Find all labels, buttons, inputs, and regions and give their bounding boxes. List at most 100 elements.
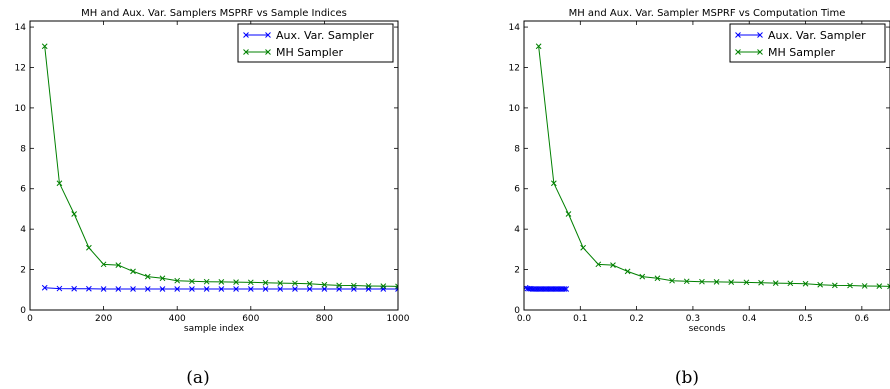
plot-area (41, 43, 398, 292)
data-point-marker (71, 285, 78, 292)
chart-panel-2: MH and Aux. Var. Sampler MSPRF vs Comput… (509, 8, 890, 388)
legend-label: MH Sampler (276, 46, 344, 59)
data-point-marker (56, 180, 63, 187)
legend: Aux. Var. Sampler MH Sampler (237, 23, 394, 63)
data-point-marker (565, 211, 572, 217)
data-point-marker (262, 279, 269, 286)
data-point-marker (218, 279, 225, 285)
y-tick-label: 6 (20, 185, 26, 195)
data-point-marker (130, 286, 136, 292)
subfigure-caption: (a) (186, 368, 209, 388)
data-point-marker (247, 286, 254, 292)
data-point-marker (380, 283, 387, 290)
data-point-marker (610, 262, 616, 268)
x-tick-label: 200 (95, 314, 112, 324)
chart-panel-1: MH and Aux. Var. Samplers MSPRF vs Sampl… (15, 8, 410, 388)
data-point-marker (350, 282, 357, 289)
legend-marker (243, 32, 249, 38)
data-point-marker (189, 278, 195, 285)
data-point-marker (218, 286, 225, 292)
data-point-marker (174, 277, 181, 284)
plot-frame (29, 20, 399, 311)
data-point-marker (847, 282, 853, 289)
legend-marker (757, 32, 763, 38)
x-tick-label: 400 (169, 314, 186, 324)
x-tick-label: 0 (27, 314, 33, 324)
data-point-marker (189, 286, 195, 292)
x-axis-label: seconds (689, 324, 726, 334)
x-tick-label: 1000 (387, 314, 410, 324)
legend-label: Aux. Var. Sampler (276, 29, 374, 42)
y-tick-label: 8 (20, 144, 26, 154)
plot-frame (523, 20, 890, 311)
data-point-marker (713, 279, 720, 285)
y-tick-label: 2 (20, 266, 26, 276)
data-point-marker (203, 278, 210, 285)
x-tick-label: 0.5 (798, 314, 812, 324)
data-point-marker (115, 286, 122, 292)
data-point-marker (306, 286, 313, 292)
legend-marker (265, 32, 271, 38)
data-point-marker (639, 273, 646, 280)
data-point-marker (535, 43, 542, 50)
y-tick-label: 6 (514, 185, 520, 195)
data-point-marker (277, 280, 284, 286)
legend-marker (757, 49, 763, 55)
data-point-marker (174, 286, 181, 292)
data-point-marker (336, 282, 342, 289)
data-point-marker (580, 244, 586, 251)
data-point-marker (41, 284, 48, 291)
legend: Aux. Var. Sampler MH Sampler (729, 23, 886, 63)
data-point-marker (563, 286, 570, 292)
data-point-marker (159, 275, 166, 282)
data-point-marker (41, 43, 48, 50)
data-point-marker (561, 286, 568, 292)
data-point-marker (203, 286, 210, 292)
data-point-marker (699, 278, 705, 285)
data-point-marker (115, 262, 122, 268)
data-point-marker (277, 286, 284, 292)
legend-box (237, 23, 394, 63)
data-point-marker (728, 279, 735, 285)
y-tick-label: 14 (15, 23, 27, 33)
data-point-marker (159, 286, 166, 292)
data-point-marker (595, 261, 602, 268)
data-point-marker (144, 286, 151, 292)
x-tick-label: 0.0 (517, 314, 532, 324)
legend-box (729, 23, 886, 63)
data-point-marker (321, 286, 328, 292)
data-point-marker (669, 277, 675, 284)
x-tick-label: 0.3 (686, 314, 700, 324)
data-point-marker (743, 279, 750, 286)
data-point-marker (321, 281, 328, 288)
data-point-marker (817, 281, 824, 288)
x-tick-label: 600 (242, 314, 259, 324)
data-point-marker (144, 273, 151, 280)
data-point-marker (233, 279, 239, 285)
series-line (44, 46, 398, 287)
data-point-marker (831, 282, 838, 289)
chart-title: MH and Aux. Var. Sampler MSPRF vs Comput… (569, 8, 846, 19)
data-point-marker (247, 279, 254, 286)
legend-label: Aux. Var. Sampler (768, 29, 866, 42)
plot-area (524, 43, 890, 292)
data-point-marker (758, 279, 764, 286)
data-point-marker (787, 280, 794, 287)
subfigure-caption: (b) (675, 368, 699, 388)
data-point-marker (683, 278, 690, 285)
data-point-marker (233, 286, 239, 292)
x-tick-label: 0.6 (855, 314, 870, 324)
data-point-marker (292, 280, 298, 287)
data-point-marker (292, 286, 298, 292)
legend-marker (243, 49, 249, 55)
x-tick-label: 800 (316, 314, 333, 324)
y-tick-label: 12 (15, 63, 26, 73)
legend-label: MH Sampler (768, 46, 836, 59)
y-tick-label: 14 (509, 23, 521, 33)
data-point-marker (365, 283, 372, 289)
data-point-marker (86, 285, 92, 292)
data-point-marker (56, 285, 63, 292)
legend-marker (735, 49, 741, 55)
y-tick-label: 0 (20, 306, 26, 316)
